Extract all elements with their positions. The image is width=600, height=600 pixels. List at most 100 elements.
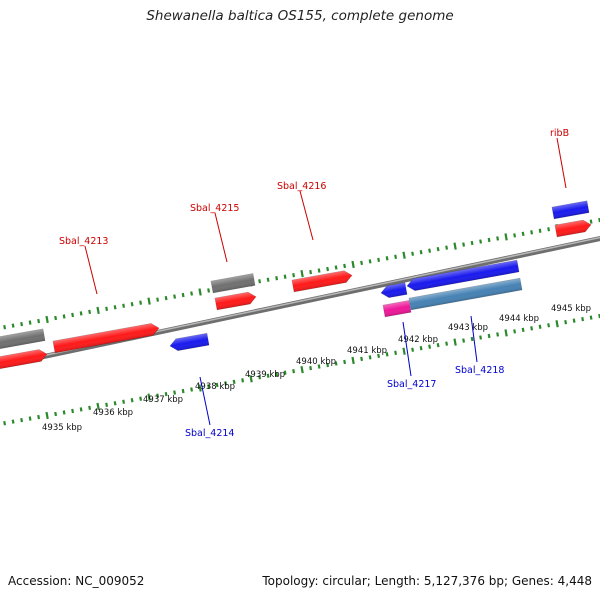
inner-tick bbox=[470, 336, 474, 342]
label-leader-line bbox=[470, 315, 478, 363]
outer-tick bbox=[173, 294, 177, 299]
inner-tick bbox=[351, 356, 355, 365]
outer-tick bbox=[54, 315, 58, 321]
outer-tick bbox=[504, 233, 508, 241]
outer-tick bbox=[589, 219, 593, 224]
outer-tick bbox=[309, 269, 313, 275]
outer-tick bbox=[496, 236, 500, 241]
inner-tick bbox=[453, 338, 457, 346]
outer-tick bbox=[266, 277, 270, 282]
outer-tick bbox=[156, 297, 160, 302]
outer-tick bbox=[351, 260, 355, 269]
inner-tick bbox=[105, 402, 109, 407]
inner-tick bbox=[241, 378, 245, 383]
inner-tick bbox=[224, 381, 228, 386]
inner-tick bbox=[207, 384, 211, 389]
outer-tick bbox=[513, 233, 517, 238]
outer-tick bbox=[479, 239, 483, 244]
outer-tick bbox=[96, 306, 100, 314]
inner-tick bbox=[122, 399, 126, 404]
inner-tick bbox=[173, 390, 177, 395]
inner-tick bbox=[428, 344, 432, 349]
gene-label: Sbal_4217 bbox=[387, 379, 436, 390]
outer-tick bbox=[462, 242, 466, 247]
inner-tick bbox=[368, 355, 372, 360]
inner-tick bbox=[547, 323, 551, 328]
outer-tick bbox=[326, 266, 330, 272]
outer-tick bbox=[283, 274, 287, 279]
inner-tick bbox=[266, 373, 270, 378]
outer-tick bbox=[292, 272, 296, 278]
inner-tick bbox=[555, 320, 559, 328]
inner-tick bbox=[232, 379, 236, 385]
scale-label: 4943 kbp bbox=[448, 323, 488, 333]
outer-tick bbox=[122, 303, 126, 308]
label-leader-line bbox=[556, 137, 567, 189]
gene-track bbox=[0, 200, 592, 370]
outer-tick bbox=[20, 321, 24, 327]
outer-tick bbox=[394, 254, 398, 259]
inner-tick bbox=[496, 332, 500, 337]
inner-tick bbox=[164, 391, 168, 397]
outer-tick-track bbox=[3, 217, 600, 330]
outer-tick bbox=[62, 314, 66, 319]
inner-tick bbox=[37, 414, 41, 420]
inner-tick bbox=[181, 388, 185, 394]
inner-tick bbox=[215, 382, 219, 388]
label-leader-line bbox=[402, 321, 412, 377]
inner-tick bbox=[581, 316, 585, 322]
inner-tick bbox=[283, 370, 287, 375]
inner-tick bbox=[436, 342, 440, 348]
inner-tick bbox=[20, 417, 24, 423]
outer-tick bbox=[530, 230, 534, 235]
gene-label: Sbal_4213 bbox=[59, 236, 108, 247]
inner-tick bbox=[385, 352, 389, 357]
outer-tick bbox=[164, 295, 168, 301]
label-leader-line bbox=[214, 212, 228, 263]
outer-tick bbox=[411, 251, 415, 256]
map-title: Shewanella baltica OS155, complete genom… bbox=[146, 8, 454, 24]
outer-tick bbox=[343, 263, 347, 269]
outer-tick bbox=[207, 288, 211, 293]
inner-tick bbox=[343, 359, 347, 365]
accession-text: Accession: NC_009052 bbox=[8, 574, 145, 588]
inner-tick bbox=[394, 350, 398, 355]
scale-label: 4937 kbp bbox=[143, 395, 183, 405]
inner-tick bbox=[317, 364, 321, 369]
outer-tick bbox=[3, 325, 7, 330]
outer-tick bbox=[317, 268, 321, 273]
inner-tick bbox=[334, 361, 338, 366]
outer-tick bbox=[360, 260, 364, 266]
inner-tick bbox=[487, 333, 491, 339]
inner-tick bbox=[258, 375, 262, 380]
outer-tick bbox=[258, 279, 262, 284]
inner-tick-track bbox=[3, 313, 600, 426]
inner-tick bbox=[147, 393, 151, 401]
outer-tick bbox=[181, 292, 185, 298]
inner-tick bbox=[326, 362, 330, 368]
label-leader-line bbox=[199, 376, 211, 426]
inner-tick bbox=[79, 407, 83, 412]
outer-tick bbox=[547, 227, 551, 232]
inner-tick bbox=[377, 353, 381, 359]
outer-tick bbox=[28, 320, 32, 325]
inner-tick bbox=[249, 375, 253, 383]
inner-tick bbox=[198, 384, 202, 392]
inner-tick bbox=[11, 419, 15, 424]
scale-labels: 4935 kbp 4936 kbp 4937 kbp 4938 kbp 4939 kbp… bbox=[42, 304, 591, 433]
scale-label: 4942 kbp bbox=[398, 335, 438, 345]
outer-tick bbox=[37, 318, 41, 324]
inner-tick bbox=[139, 396, 143, 401]
scale-label: 4945 kbp bbox=[551, 304, 591, 314]
inner-tick bbox=[411, 347, 415, 352]
inner-tick bbox=[275, 372, 279, 377]
inner-tick bbox=[513, 329, 517, 334]
scale-label: 4941 kbp bbox=[347, 346, 387, 356]
gene-labels: Sbal_4213 Sbal_4215 Sbal_4216 ribB Sbal_4214… bbox=[59, 128, 569, 439]
inner-tick bbox=[402, 347, 406, 355]
outer-tick bbox=[79, 311, 83, 316]
inner-tick bbox=[445, 341, 449, 346]
outer-tick bbox=[368, 259, 372, 264]
outer-tick bbox=[521, 231, 525, 237]
outer-tick bbox=[445, 245, 449, 250]
